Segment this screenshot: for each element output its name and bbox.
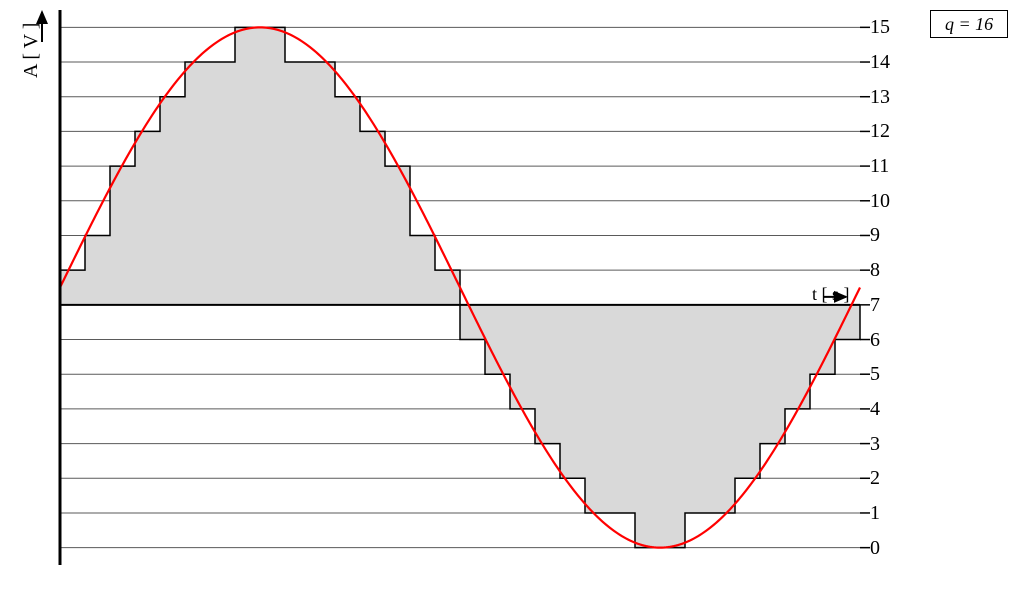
ytick-6: 6: [870, 330, 880, 350]
ytick-12: 12: [870, 121, 890, 141]
ytick-9: 9: [870, 225, 880, 245]
ytick-3: 3: [870, 434, 880, 454]
ytick-7: 7: [870, 295, 880, 315]
ytick-14: 14: [870, 52, 890, 72]
ytick-15: 15: [870, 17, 890, 37]
ytick-13: 13: [870, 87, 890, 107]
ytick-10: 10: [870, 191, 890, 211]
ytick-11: 11: [870, 156, 889, 176]
ytick-2: 2: [870, 468, 880, 488]
ytick-5: 5: [870, 364, 880, 384]
ytick-1: 1: [870, 503, 880, 523]
ytick-4: 4: [870, 399, 880, 419]
ytick-0: 0: [870, 538, 880, 558]
ytick-8: 8: [870, 260, 880, 280]
